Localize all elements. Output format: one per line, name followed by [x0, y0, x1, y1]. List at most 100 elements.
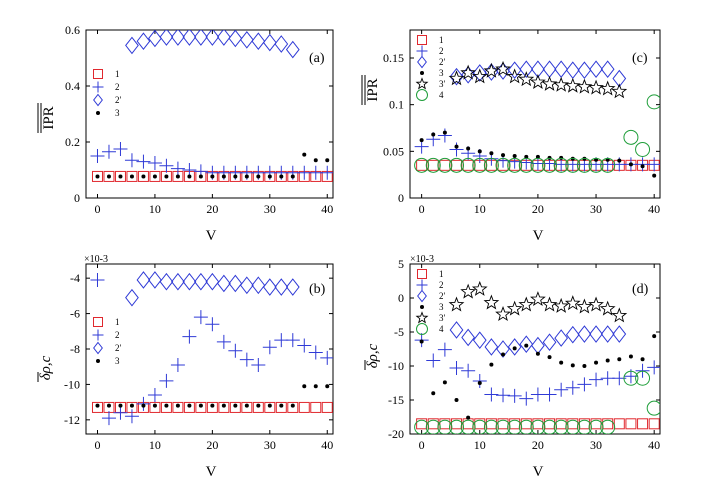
panel-b-point-dot: [152, 403, 157, 408]
panel-c-point-dot: [477, 149, 482, 154]
panel-b-legend-marker: [92, 329, 104, 341]
panel-b-point-diamond: [262, 278, 277, 296]
panel-d-point-circle: [449, 419, 465, 434]
panel-d-legend-label: 1: [439, 269, 444, 279]
panel-c-point-square: [416, 159, 428, 171]
panel-d-xtick-label: 30: [590, 438, 602, 452]
panel-c-point-circle: [449, 157, 465, 173]
panel-c-xtick-label: 20: [532, 202, 544, 216]
panel-d-ytick-label: 5: [398, 257, 404, 271]
panel-d-point-circle: [553, 419, 569, 434]
panel-d-xtick-label: 20: [532, 438, 544, 452]
panel-d-point-star: [599, 300, 616, 316]
panel-a-ylabel: IPR: [37, 103, 57, 133]
panel-b-xtick-label: 10: [149, 438, 161, 452]
panel-d-point-dot: [547, 355, 552, 360]
panel-c-point-star: [460, 64, 477, 80]
panel-c-point-star: [564, 77, 581, 93]
panel-a-xtick-label: 10: [149, 202, 161, 216]
panel-c-axes-box: [409, 29, 661, 199]
panel-c-point-star: [553, 76, 570, 92]
panel-c-ylabel: IPR: [361, 75, 381, 105]
panel-c-point-star: [530, 73, 546, 89]
panel-d-point-star: [530, 291, 546, 307]
panel-c-legend-label: 3: [439, 68, 444, 78]
panel-c-point-star: [483, 62, 500, 78]
panel-d-xtick-label: 0: [419, 438, 425, 452]
panel-d-point-plus: [554, 382, 569, 397]
panel-c-point-circle: [635, 141, 651, 157]
panel-d-series: [414, 280, 660, 434]
panel-d-ytick-label: -10: [388, 359, 404, 373]
panel-d-legend: 122′33′4: [415, 269, 446, 335]
panel-d-point-plus: [542, 387, 557, 402]
panel-b-series-3: [95, 384, 330, 408]
panel-d-point-diamond: [507, 338, 522, 356]
panel-d-point-circle: [495, 419, 511, 434]
panel-a-point-dot: [210, 174, 215, 179]
panel-d-point-square: [648, 418, 660, 430]
panel-c-xlabel: V: [533, 228, 544, 244]
panel-b-point-dot: [118, 403, 123, 408]
panel-d-series-2: [414, 333, 660, 406]
panel-c-point-diamond: [577, 61, 592, 79]
panel-d-point-star: [506, 300, 523, 316]
panel-d-point-dot: [489, 362, 494, 367]
panel-b-point-plus: [320, 350, 333, 365]
panel-c: 0 10 20 30 40 0 0.05 0.1 0.15 122′33′4 (c) V IPR: [361, 29, 661, 244]
panel-b-exponent: ×10-3: [84, 254, 108, 265]
panel-a-series-2′: [125, 30, 300, 59]
panel-d-point-plus: [472, 373, 487, 388]
panel-b-point-plus: [308, 345, 323, 360]
panel-b-point-square: [264, 401, 276, 413]
panel-c-legend: 122′33′4: [415, 35, 446, 101]
panel-c-point-diamond: [507, 61, 522, 79]
panel-b-point-dot: [279, 403, 284, 408]
panel-c-legend-label: 1: [439, 35, 444, 45]
panel-c-point-diamond: [461, 65, 476, 84]
panel-a-legend-label: 1: [115, 69, 120, 79]
panel-a-series-2: [90, 142, 333, 180]
panel-d-point-diamond: [554, 329, 569, 347]
panel-b-point-square: [160, 401, 172, 413]
panel-d-point-plus: [449, 361, 464, 376]
panel-d-series-3: [419, 334, 657, 420]
panel-b-point-dot: [210, 403, 215, 408]
panel-c-xtick-label: 0: [419, 202, 425, 216]
panel-b-point-square: [183, 401, 195, 413]
panel-c-point-star: [611, 83, 628, 99]
panel-c-point-circle: [542, 157, 558, 173]
panel-a-axes-box: [85, 29, 334, 199]
panel-a-point-dot: [95, 174, 100, 179]
panel-c-point-diamond: [484, 63, 499, 81]
panel-b-ytick-label: -12: [64, 413, 80, 427]
panel-b-legend: 1 2 2′ 3: [92, 317, 122, 366]
panel-b-point-plus: [90, 272, 105, 287]
panel-b-point-plus: [297, 338, 312, 353]
panel-d-point-star: [541, 296, 558, 312]
panel-b-point-plus: [193, 310, 208, 325]
panel-a: 0 10 20 30 40 0 0.2 0.4 0.6 1 2 2′ 3 (a) V IPR: [37, 23, 334, 244]
panel-d-point-diamond: [542, 333, 557, 352]
panel-b-legend-label: 3: [115, 356, 120, 366]
panel-a-ytick-label: 0.6: [65, 23, 80, 37]
panel-a-point-diamond: [182, 30, 197, 46]
panel-d-point-diamond: [577, 325, 592, 343]
panel-a-point-diamond: [239, 30, 254, 49]
panel-d-legend-label: 3: [439, 302, 444, 312]
panel-a-point-plus: [147, 156, 162, 170]
panel-b-point-plus: [159, 373, 174, 388]
panel-a-legend-label: 2′: [115, 95, 122, 105]
panel-c-point-dot: [512, 154, 517, 158]
panel-c-point-diamond: [531, 60, 545, 79]
panel-a-series: [90, 30, 333, 182]
panel-d-legend-marker: [417, 269, 427, 279]
panel-a-point-plus: [90, 149, 105, 163]
panel-c-point-dot: [489, 151, 494, 156]
panel-d-point-dot: [501, 352, 506, 357]
panel-c-series-2′: [449, 60, 627, 88]
panel-d-point-plus: [507, 388, 522, 403]
panel-b-point-square: [287, 401, 299, 413]
panel-d-point-diamond: [531, 336, 545, 355]
panel-c-point-circle: [437, 157, 453, 173]
